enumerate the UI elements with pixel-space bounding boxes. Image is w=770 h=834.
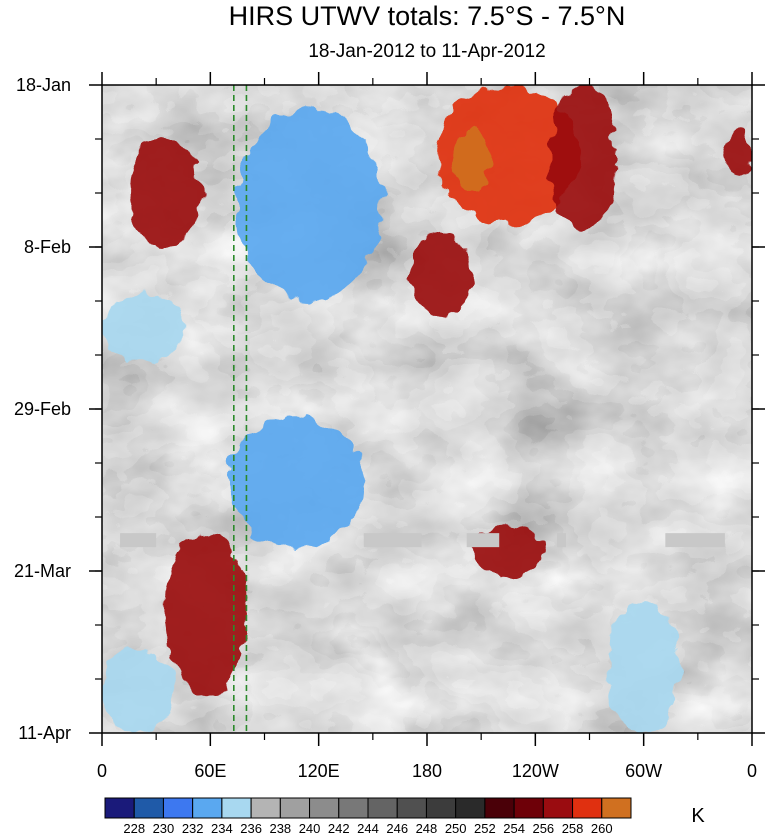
colorbar-label-2: 232 (182, 821, 204, 834)
chart-subtitle: 18-Jan-2012 to 11-Apr-2012 (308, 41, 545, 62)
x-tick-label-5: 60W (625, 761, 662, 781)
colorbar-swatch-2 (162, 797, 194, 819)
colorbar: 228 230 232 234 236 238 240 242 244 246 248 250 252 2… (104, 797, 632, 834)
colorbar-swatch-7 (309, 797, 340, 819)
y-tick-label-0: 18-Jan (16, 75, 71, 95)
reference-lines (233, 85, 248, 733)
colorbar-label-10: 248 (416, 821, 438, 834)
field-feature-13 (607, 601, 680, 733)
colorbar-swatch-4 (221, 797, 252, 819)
field-feature-8 (165, 532, 247, 695)
colorbar-swatch-11 (425, 797, 457, 819)
x-tick-label-0: 0 (97, 761, 107, 781)
y-axis: 18-Jan 8-Feb 29-Feb 21-Mar 11-Apr (14, 75, 765, 743)
missing-data-bar-1 (120, 533, 157, 548)
colorbar-swatch-5 (250, 797, 281, 819)
missing-data-bar-5 (665, 533, 725, 548)
field-features (102, 85, 752, 733)
y-tick-label-3: 21-Mar (14, 561, 71, 581)
plot-area (102, 85, 752, 733)
colorbar-label-1: 230 (153, 821, 175, 834)
y-tick-label-2: 29-Feb (14, 399, 71, 419)
colorbar-swatch-3 (192, 797, 223, 819)
field-feature-3 (454, 131, 491, 193)
x-tick-label-3: 180 (412, 761, 442, 781)
field-feature-7 (472, 524, 545, 579)
colorbar-label-13: 254 (503, 821, 525, 834)
colorbar-swatch-9 (367, 797, 398, 819)
colorbar-swatch-12 (455, 797, 486, 819)
colorbar-swatch-14 (513, 797, 544, 819)
colorbar-label-6: 240 (299, 821, 321, 834)
y-tick-label-4: 11-Apr (18, 723, 71, 743)
colorbar-swatch-6 (279, 797, 311, 819)
field-feature-6 (724, 131, 752, 178)
field-feature-5 (549, 85, 617, 232)
field-feature-11 (102, 293, 184, 363)
colorbar-swatch-1 (133, 797, 164, 819)
colorbar-label-7: 242 (328, 821, 350, 834)
field-feature-4 (408, 231, 473, 317)
missing-data-layer (120, 533, 725, 548)
colorbar-label-12: 252 (474, 821, 496, 834)
colorbar-label-14: 256 (532, 821, 554, 834)
colorbar-swatch-16 (572, 797, 603, 819)
colorbar-swatch-0 (104, 797, 135, 819)
colorbar-label-5: 238 (269, 821, 291, 834)
colorbar-label-11: 250 (445, 821, 467, 834)
colorbar-label-16: 260 (591, 821, 613, 834)
colorbar-swatch-10 (396, 797, 427, 819)
colorbar-swatch-17 (601, 797, 632, 819)
colorbar-swatch-15 (542, 797, 574, 819)
chart-title: HIRS UTWV totals: 7.5°S - 7.5°N (229, 1, 626, 31)
colorbar-unit: K (691, 805, 705, 827)
colorbar-label-8: 244 (357, 821, 379, 834)
colorbar-label-15: 258 (562, 821, 584, 834)
x-tick-label-1: 60E (194, 761, 226, 781)
colorbar-label-4: 236 (240, 821, 262, 834)
field-feature-9 (237, 108, 382, 301)
missing-data-bar-2 (363, 533, 422, 548)
field-feature-12 (102, 648, 175, 733)
colorbar-swatch-8 (338, 797, 369, 819)
colorbar-label-3: 234 (211, 821, 233, 834)
x-tick-label-2: 120E (298, 761, 340, 781)
missing-data-bar-4 (557, 533, 567, 548)
field-feature-1 (129, 139, 202, 247)
field-feature-10 (228, 416, 364, 548)
x-tick-label-4: 120W (512, 761, 559, 781)
x-axis: 0 60E 120E 180 120W 60W 0 (97, 72, 757, 781)
missing-data-bar-3 (466, 533, 500, 548)
x-tick-label-6: 0 (747, 761, 757, 781)
colorbar-swatch-13 (484, 797, 515, 819)
colorbar-label-0: 228 (123, 821, 145, 834)
y-tick-label-1: 8-Feb (24, 237, 71, 257)
colorbar-label-9: 246 (386, 821, 408, 834)
